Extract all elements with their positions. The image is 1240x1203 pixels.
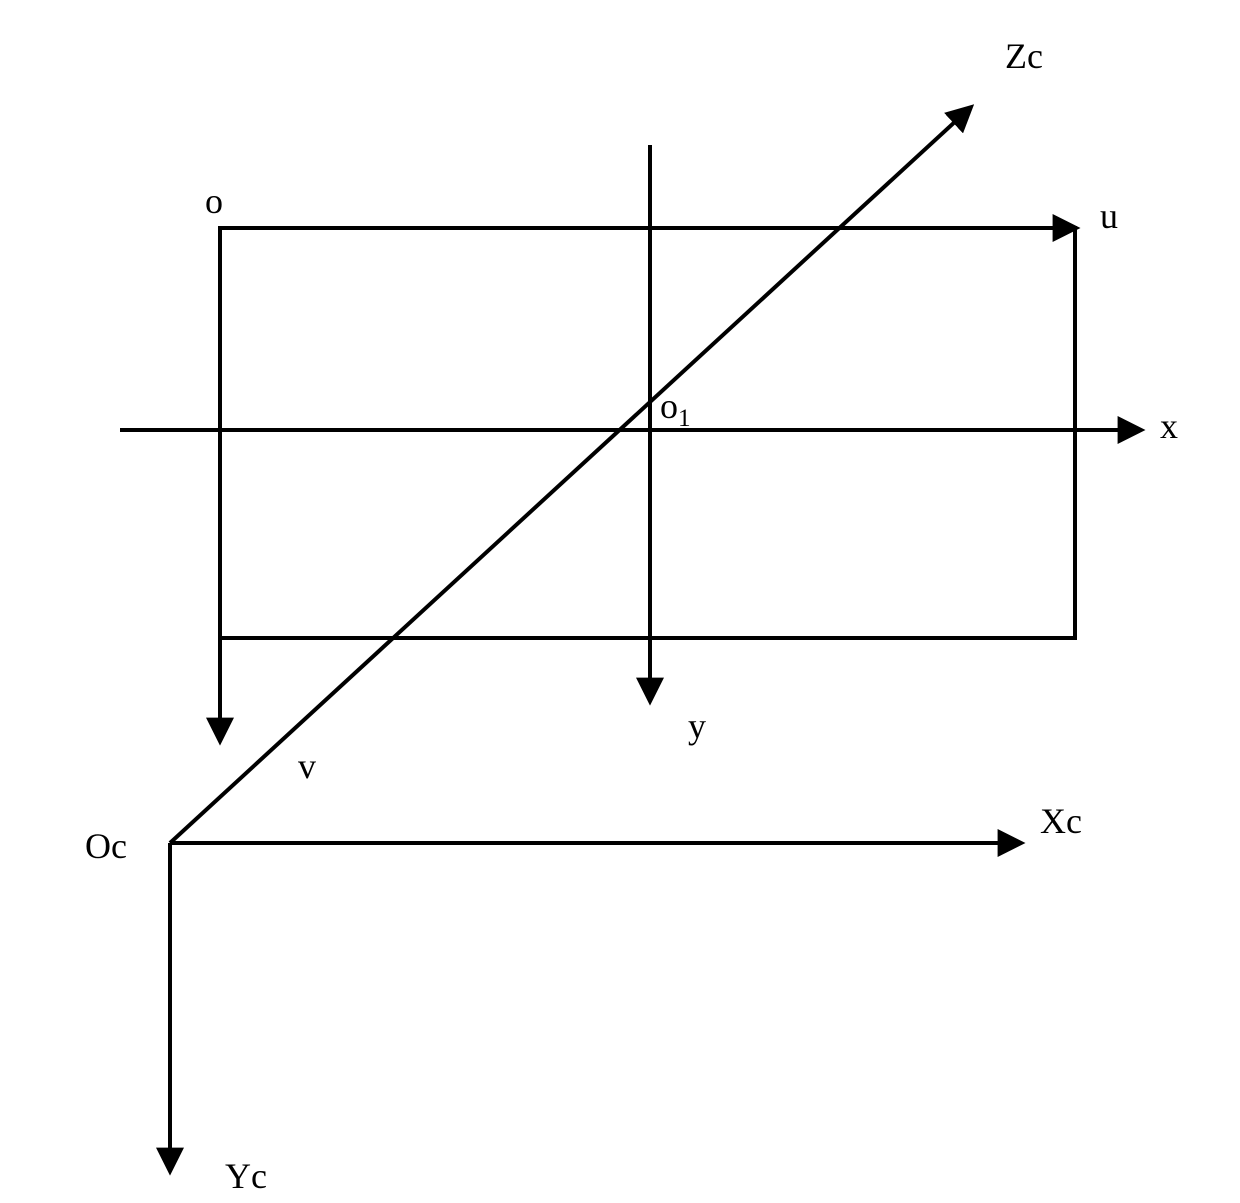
label-o1-sub: 1 [678,405,691,432]
label-o1-main: o [660,386,678,426]
diagram-canvas: Zc u o o1 x y v Xc Oc Yc [0,0,1240,1203]
diagram-geometry [120,108,1140,1170]
label-v: v [298,745,316,787]
label-yc: Yc [225,1155,267,1197]
label-zc: Zc [1005,35,1043,77]
label-x: x [1160,405,1178,447]
label-o1: o1 [660,385,691,433]
label-u: u [1100,195,1118,237]
label-o: o [205,180,223,222]
label-xc: Xc [1040,800,1082,842]
label-oc: Oc [85,825,127,867]
label-y: y [688,705,706,747]
diagram-svg [0,0,1240,1203]
